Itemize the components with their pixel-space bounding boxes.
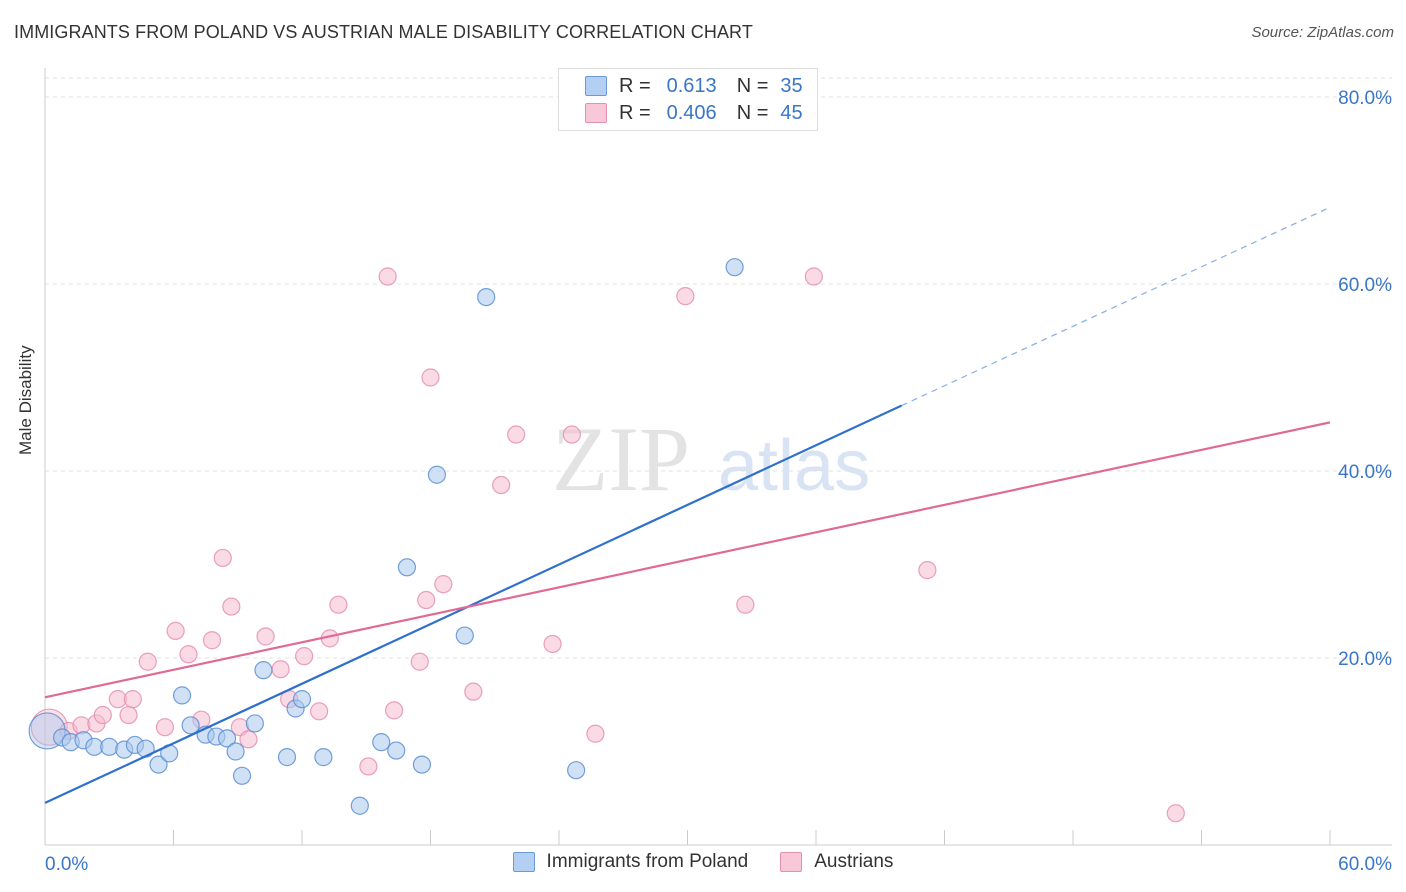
austrians-point bbox=[72, 716, 91, 735]
poland-point bbox=[226, 742, 245, 761]
legend-r-value: 0.406 bbox=[666, 101, 717, 124]
legend-label-austrians: Austrians bbox=[814, 851, 894, 872]
austrians-point bbox=[918, 561, 937, 580]
poland-point bbox=[387, 741, 406, 760]
poland-points bbox=[28, 258, 744, 815]
x-tick-label: 60.0% bbox=[1338, 854, 1392, 875]
legend-r-value: 0.613 bbox=[666, 74, 717, 97]
austrians-point bbox=[410, 652, 429, 671]
legend-row-austrians: R = 0.406 N = 45 bbox=[585, 102, 803, 124]
source-label: Source: ZipAtlas.com bbox=[1251, 24, 1394, 41]
austrians-point bbox=[213, 548, 232, 568]
gridlines bbox=[45, 77, 1392, 659]
series-legend: Immigrants from Poland Austrians bbox=[0, 851, 1406, 873]
austrians-point bbox=[586, 724, 605, 743]
poland-point bbox=[181, 716, 200, 735]
austrians-point bbox=[543, 634, 562, 654]
austrians-point bbox=[138, 652, 157, 671]
chart-title: IMMIGRANTS FROM POLAND VS AUSTRIAN MALE … bbox=[14, 22, 753, 42]
legend-swatch-austrians bbox=[780, 852, 803, 872]
austrians-point bbox=[1166, 804, 1185, 823]
poland-point bbox=[350, 796, 369, 815]
correlation-legend: R = 0.613 N = 35 R = 0.406 N = 45 bbox=[558, 68, 818, 131]
austrians-point bbox=[736, 595, 755, 614]
poland-point bbox=[100, 737, 119, 756]
poland-point bbox=[725, 258, 744, 277]
watermark-zip: ZIP bbox=[552, 408, 690, 510]
austrians-point bbox=[310, 702, 329, 721]
y-tick-label: 80.0% bbox=[1338, 88, 1392, 109]
poland-trend-line bbox=[44, 404, 903, 804]
poland-point bbox=[292, 690, 312, 709]
austrians-point bbox=[359, 757, 378, 776]
y-axis-label: Male Disability bbox=[16, 345, 35, 455]
watermark-atlas: atlas bbox=[718, 426, 870, 506]
poland-point bbox=[149, 755, 168, 774]
austrians-point bbox=[378, 267, 397, 286]
legend-n-value: 45 bbox=[780, 101, 803, 124]
austrians-point bbox=[492, 475, 511, 495]
austrians-point bbox=[256, 627, 275, 646]
austrians-point bbox=[421, 368, 440, 387]
poland-point bbox=[232, 766, 252, 785]
legend-swatch-poland bbox=[512, 852, 535, 872]
legend-r-label: R = bbox=[619, 101, 651, 124]
legend-n-label: N = bbox=[736, 101, 769, 124]
y-tick-label: 60.0% bbox=[1338, 275, 1392, 296]
poland-point bbox=[412, 755, 432, 774]
austrians-point bbox=[464, 682, 483, 701]
austrians-point bbox=[384, 701, 404, 720]
austrians-point bbox=[119, 705, 138, 725]
poland-point bbox=[427, 465, 447, 484]
austrians-point bbox=[417, 590, 436, 610]
legend-n-value: 35 bbox=[780, 74, 803, 97]
poland-point bbox=[254, 661, 273, 680]
legend-item-poland: Immigrants from Poland bbox=[512, 851, 749, 873]
austrians-point bbox=[155, 718, 175, 737]
legend-swatch-poland bbox=[585, 76, 607, 96]
legend-item-austrians: Austrians bbox=[780, 851, 893, 873]
austrians-point bbox=[222, 597, 241, 616]
legend-swatch-austrians bbox=[585, 103, 607, 123]
poland-point bbox=[397, 558, 417, 577]
austrians-point bbox=[329, 595, 348, 614]
austrians-point bbox=[676, 287, 695, 306]
austrians-trend-line bbox=[44, 421, 1331, 699]
austrians-point bbox=[295, 647, 314, 666]
austrians-point bbox=[93, 705, 112, 725]
poland-point bbox=[372, 733, 391, 752]
austrians-point bbox=[166, 621, 185, 640]
austrians-point bbox=[271, 660, 290, 679]
watermark: ZIP atlas bbox=[552, 408, 870, 510]
poland-point bbox=[217, 729, 237, 748]
poland-trend-extension bbox=[901, 206, 1331, 407]
austrians-point bbox=[202, 631, 222, 650]
poland-point bbox=[455, 626, 474, 645]
legend-row-poland: R = 0.613 N = 35 bbox=[585, 75, 803, 97]
austrians-point bbox=[434, 575, 453, 594]
legend-label-poland: Immigrants from Poland bbox=[546, 851, 749, 872]
austrians-point bbox=[507, 425, 526, 444]
legend-r-label: R = bbox=[619, 74, 651, 97]
austrians-point bbox=[179, 645, 198, 664]
poland-point bbox=[172, 686, 192, 705]
trend-lines bbox=[44, 206, 1331, 804]
x-tick-label: 0.0% bbox=[45, 854, 88, 875]
legend-n-label: N = bbox=[736, 74, 769, 97]
poland-point bbox=[567, 761, 586, 780]
axes bbox=[44, 68, 1392, 846]
austrians-point bbox=[123, 690, 142, 709]
austrians-point bbox=[562, 425, 581, 444]
y-tick-label: 20.0% bbox=[1338, 649, 1392, 670]
poland-point bbox=[314, 748, 333, 767]
austrians-point bbox=[804, 267, 823, 286]
poland-point bbox=[245, 714, 264, 733]
tick-labels: 20.0% 40.0% 60.0% 80.0% 0.0% 60.0% bbox=[45, 88, 1392, 875]
poland-point bbox=[477, 287, 496, 307]
austrians-point bbox=[239, 730, 258, 749]
poland-point bbox=[277, 748, 297, 767]
y-tick-label: 40.0% bbox=[1338, 462, 1392, 483]
